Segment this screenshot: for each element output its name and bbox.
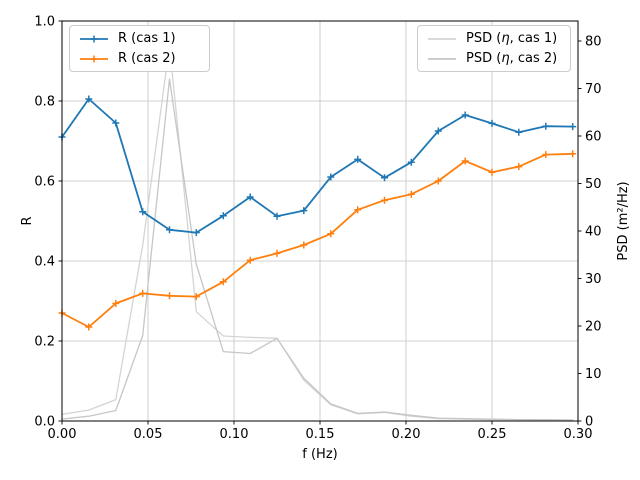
legend-line-swatch: [80, 35, 108, 42]
legend-line-swatch: [428, 37, 456, 40]
y-right-tick-label: 80: [585, 35, 602, 50]
y-right-tick-label: 40: [585, 225, 602, 240]
y-left-tick-label: 1.0: [34, 15, 55, 30]
y-right-tick-label: 50: [585, 177, 602, 192]
x-tick-label: 0.30: [564, 427, 593, 442]
x-tick-label: 0.20: [392, 427, 421, 442]
legend-label: R (cas 2): [118, 50, 176, 66]
x-tick-label: 0.15: [306, 427, 335, 442]
y-right-tick-label: 70: [585, 82, 602, 97]
legend-psd-series: PSD (η, cas 1) PSD (η, cas 2): [417, 25, 571, 72]
x-tick-label: 0.00: [48, 427, 77, 442]
x-tick-label: 0.05: [134, 427, 163, 442]
legend-line-swatch: [80, 55, 108, 62]
y-right-tick-label: 10: [585, 367, 602, 382]
series-line-psd: [61, 45, 574, 421]
x-tick-label: 0.10: [220, 427, 249, 442]
y-left-tick-label: 0.6: [34, 175, 55, 190]
series-plus-markers: [58, 150, 577, 331]
legend-r-series: R (cas 1) R (cas 2): [69, 25, 210, 72]
legend-entry: R (cas 2): [79, 49, 201, 69]
y-left-tick-label: 0.2: [34, 335, 55, 350]
axes-spines: [61, 20, 579, 422]
x-tick-label: 0.25: [478, 427, 507, 442]
y-right-tick-label: 60: [585, 130, 602, 145]
y-left-tick-label: 0.4: [34, 255, 55, 270]
y-left-tick-label: 0.0: [34, 415, 55, 430]
legend-label: PSD (η, cas 2): [466, 50, 558, 66]
legend-label: R (cas 1): [118, 30, 176, 46]
y-right-tick-label: 30: [585, 272, 602, 287]
y-axis-label-left: R: [20, 216, 35, 225]
legend-entry: PSD (η, cas 1): [427, 29, 562, 49]
series-plus-markers: [58, 95, 577, 237]
y-left-tick-label: 0.8: [34, 95, 55, 110]
legend-entry: R (cas 1): [79, 29, 201, 49]
series-line-r: [61, 152, 574, 328]
y-axis-label-right: PSD (m²/Hz): [616, 181, 631, 260]
series-line-psd: [61, 78, 574, 421]
legend-entry: PSD (η, cas 2): [427, 49, 562, 69]
legend-label: PSD (η, cas 1): [466, 30, 558, 46]
x-axis-label: f (Hz): [302, 447, 337, 462]
series-line-r: [61, 98, 574, 234]
y-right-tick-label: 20: [585, 320, 602, 335]
y-right-tick-label: 0: [585, 415, 593, 430]
legend-line-swatch: [428, 57, 456, 60]
